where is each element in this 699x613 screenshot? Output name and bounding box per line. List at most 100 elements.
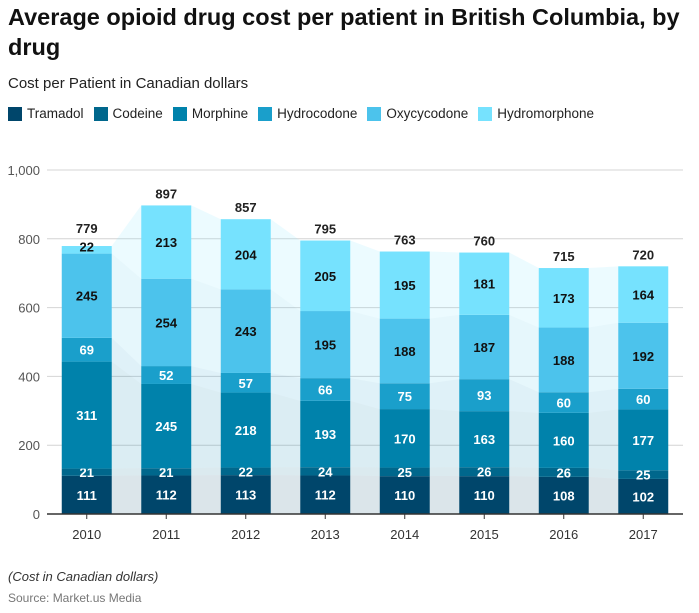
bar-segment xyxy=(141,383,192,469)
total-label: 795 xyxy=(314,222,336,237)
bar-segment xyxy=(300,467,351,476)
bar-segment xyxy=(141,366,192,384)
bar-segment xyxy=(618,478,669,514)
data-label: 181 xyxy=(473,277,495,292)
y-tick-label: 400 xyxy=(18,369,40,384)
data-label: 108 xyxy=(553,488,575,503)
data-label: 164 xyxy=(632,288,654,303)
bar-segment xyxy=(61,468,112,476)
connector-area xyxy=(350,311,380,384)
bar-segment xyxy=(220,392,271,468)
data-label: 254 xyxy=(155,315,177,330)
connector-area xyxy=(429,314,460,384)
bar-segment xyxy=(538,392,589,413)
connector-area xyxy=(350,240,380,319)
connector-area xyxy=(588,388,619,413)
y-tick-label: 0 xyxy=(33,507,40,522)
bar-segment xyxy=(618,388,669,410)
connector-area xyxy=(509,411,539,468)
data-label: 26 xyxy=(557,465,571,480)
legend-swatch xyxy=(172,106,187,121)
data-label: 245 xyxy=(155,419,177,434)
bar-segment xyxy=(220,467,271,476)
connector-area xyxy=(588,266,619,328)
connector-area xyxy=(191,383,221,469)
data-label: 22 xyxy=(239,464,253,479)
total-label: 857 xyxy=(235,200,257,215)
data-label: 21 xyxy=(159,465,173,480)
connector-area xyxy=(270,392,301,468)
bar-segment xyxy=(379,318,430,384)
bar-segment xyxy=(220,475,271,514)
chart-subtitle: Cost per Patient in Canadian dollars xyxy=(8,75,249,92)
connector-area xyxy=(429,476,460,514)
bar-segment xyxy=(61,475,112,514)
data-label: 60 xyxy=(636,392,650,407)
connector-area xyxy=(588,467,619,479)
bar-segment xyxy=(538,467,589,477)
chart-title: Average opioid drug cost per patient in … xyxy=(8,4,680,60)
total-label: 720 xyxy=(632,247,654,262)
source: Source: Market.us Media xyxy=(8,591,142,605)
data-label: 110 xyxy=(474,488,495,503)
bar-segment xyxy=(61,246,112,254)
data-label: 170 xyxy=(394,431,416,446)
bar-segment xyxy=(141,278,192,367)
bar-segment xyxy=(141,468,192,476)
bar-segment xyxy=(379,476,430,514)
total-label: 763 xyxy=(394,233,416,248)
data-label: 25 xyxy=(636,468,650,483)
legend-swatch xyxy=(258,106,273,121)
bar-segment xyxy=(459,252,510,315)
data-label: 52 xyxy=(159,368,173,383)
legend-item: Hydromorphone xyxy=(478,106,594,121)
bar-segment xyxy=(618,266,669,323)
bar-segment xyxy=(300,475,351,514)
footnote: (Cost in Canadian dollars) xyxy=(8,569,159,584)
data-label: 21 xyxy=(80,465,94,480)
bar-segment xyxy=(220,289,271,373)
x-tick-label: 2010 xyxy=(72,527,101,542)
bar-segment xyxy=(220,219,271,290)
bar-segment xyxy=(379,251,430,319)
bar-segment xyxy=(538,268,589,328)
bar-segment xyxy=(61,253,112,338)
bar-segment xyxy=(618,409,669,471)
data-label: 173 xyxy=(553,291,575,306)
connector-area xyxy=(509,467,539,477)
data-label: 57 xyxy=(239,376,253,391)
x-tick-label: 2016 xyxy=(549,527,578,542)
x-tick-label: 2012 xyxy=(231,527,260,542)
data-label: 24 xyxy=(318,464,333,479)
data-label: 102 xyxy=(632,489,654,504)
connector-area xyxy=(509,379,539,413)
connector-area xyxy=(191,467,221,476)
legend: Tramadol Codeine Morphine Hydrocodone Oxycyc… xyxy=(8,106,594,121)
connector-area xyxy=(270,219,301,312)
data-label: 66 xyxy=(318,382,332,397)
connector-area xyxy=(350,467,380,477)
legend-label: Tramadol xyxy=(27,106,84,121)
data-label: 245 xyxy=(76,289,98,304)
connector-area xyxy=(350,378,380,410)
x-tick-label: 2015 xyxy=(470,527,499,542)
bar-segment xyxy=(141,205,192,279)
data-label: 163 xyxy=(473,432,495,447)
data-label: 195 xyxy=(314,338,336,353)
bar-segment xyxy=(300,400,351,468)
connector-area xyxy=(111,337,142,384)
data-label: 112 xyxy=(315,488,336,503)
data-label: 75 xyxy=(398,389,412,404)
data-label: 311 xyxy=(76,408,97,423)
x-tick-label: 2011 xyxy=(152,527,180,542)
bar-segment xyxy=(141,475,192,514)
data-label: 160 xyxy=(553,433,575,448)
data-label: 218 xyxy=(235,423,257,438)
connector-area xyxy=(429,467,460,477)
connector-area xyxy=(191,366,221,393)
data-label: 25 xyxy=(398,465,412,480)
bar-segment xyxy=(459,379,510,412)
bar-segment xyxy=(300,240,351,312)
legend-item: Tramadol xyxy=(8,106,84,121)
